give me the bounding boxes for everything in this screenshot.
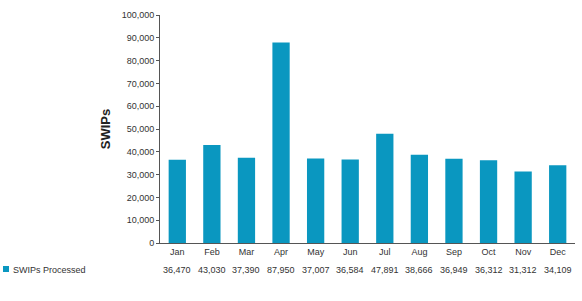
svg-text:Aug: Aug — [411, 247, 427, 257]
svg-text:38,666: 38,666 — [405, 265, 433, 275]
svg-text:70,000: 70,000 — [127, 79, 155, 89]
svg-text:SWIPs Processed: SWIPs Processed — [13, 265, 86, 275]
svg-text:87,950: 87,950 — [267, 265, 295, 275]
svg-text:31,312: 31,312 — [509, 265, 537, 275]
svg-text:90,000: 90,000 — [127, 33, 155, 43]
svg-text:100,000: 100,000 — [122, 10, 155, 20]
svg-text:Apr: Apr — [274, 247, 288, 257]
svg-text:47,891: 47,891 — [371, 265, 399, 275]
svg-text:36,312: 36,312 — [475, 265, 503, 275]
svg-text:20,000: 20,000 — [127, 193, 155, 203]
svg-text:SWIPs: SWIPs — [98, 109, 113, 149]
svg-text:Feb: Feb — [204, 247, 220, 257]
svg-text:43,030: 43,030 — [198, 265, 226, 275]
svg-text:May: May — [307, 247, 325, 257]
svg-text:36,584: 36,584 — [336, 265, 364, 275]
svg-text:Nov: Nov — [515, 247, 532, 257]
svg-text:34,109: 34,109 — [544, 265, 572, 275]
svg-text:50,000: 50,000 — [127, 124, 155, 134]
svg-text:36,949: 36,949 — [440, 265, 468, 275]
svg-text:37,007: 37,007 — [302, 265, 330, 275]
svg-text:Jan: Jan — [170, 247, 185, 257]
svg-text:36,470: 36,470 — [163, 265, 191, 275]
svg-text:Mar: Mar — [239, 247, 255, 257]
svg-text:Jul: Jul — [379, 247, 391, 257]
svg-text:60,000: 60,000 — [127, 101, 155, 111]
svg-text:Oct: Oct — [482, 247, 497, 257]
svg-text:Dec: Dec — [550, 247, 567, 257]
svg-text:30,000: 30,000 — [127, 170, 155, 180]
svg-text:10,000: 10,000 — [127, 215, 155, 225]
svg-text:40,000: 40,000 — [127, 147, 155, 157]
svg-text:80,000: 80,000 — [127, 56, 155, 66]
svg-text:Jun: Jun — [343, 247, 358, 257]
svg-text:0: 0 — [149, 238, 154, 248]
svg-text:37,390: 37,390 — [232, 265, 260, 275]
svg-text:Sep: Sep — [446, 247, 462, 257]
